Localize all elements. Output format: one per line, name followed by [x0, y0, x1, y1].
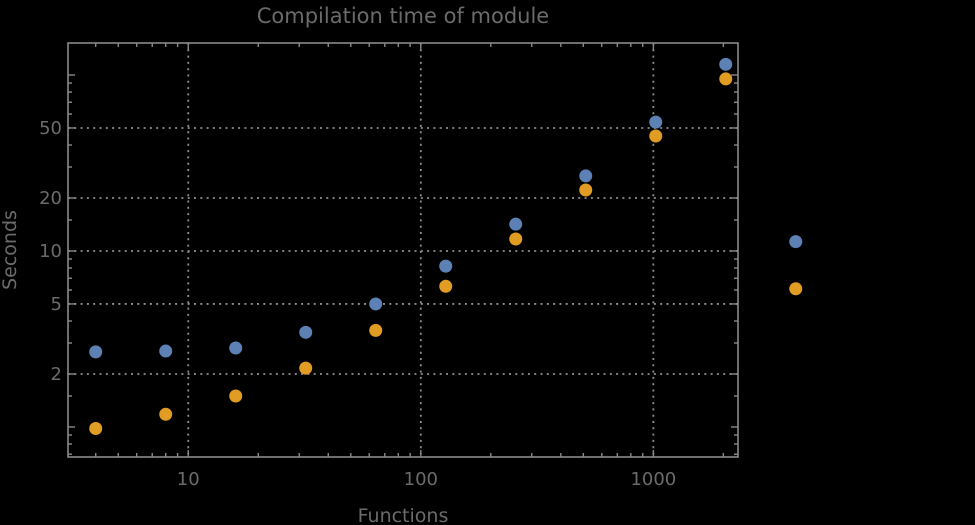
- data-point-series-blue: [89, 345, 103, 359]
- data-point-series-blue: [579, 169, 593, 183]
- data-point-series-orange: [159, 407, 173, 421]
- plot-frame: [67, 42, 739, 458]
- data-point-series-orange: [789, 282, 803, 296]
- axis-ticks: [68, 43, 738, 457]
- x-tick-label: 100: [404, 469, 438, 490]
- data-point-series-orange: [509, 232, 523, 246]
- y-tick-label: 50: [39, 118, 62, 139]
- y-axis-label: Seconds: [0, 210, 21, 290]
- x-tick-label: 10: [177, 469, 200, 490]
- x-axis-label: Functions: [358, 505, 449, 525]
- gridlines: [68, 43, 738, 457]
- tick-labels: 10 100 1000 2 5 10 20 50: [39, 118, 676, 490]
- frame-rect: [67, 42, 739, 458]
- data-point-series-blue: [159, 344, 173, 358]
- data-point-series-blue: [299, 325, 313, 339]
- data-point-series-orange: [229, 389, 243, 403]
- data-point-series-blue: [649, 115, 663, 129]
- y-tick-label: 20: [39, 188, 62, 209]
- data-point-series-blue: [719, 57, 733, 71]
- y-tick-label: 5: [51, 294, 62, 315]
- data-point-series-orange: [89, 422, 103, 436]
- data-point-series-orange: [719, 72, 733, 86]
- y-tick-label: 2: [51, 364, 62, 385]
- data-point-series-orange: [579, 183, 593, 197]
- x-tick-label: 1000: [630, 469, 676, 490]
- data-point-series-orange: [649, 129, 663, 143]
- data-point-series-blue: [369, 297, 383, 311]
- y-tick-label: 10: [39, 241, 62, 262]
- data-point-series-blue: [509, 217, 523, 231]
- data-points: [89, 57, 803, 436]
- data-point-series-blue: [789, 235, 803, 249]
- data-point-series-orange: [369, 323, 383, 337]
- data-point-series-blue: [439, 259, 453, 273]
- data-point-series-blue: [229, 341, 243, 355]
- chart-title: Compilation time of module: [257, 4, 549, 28]
- data-point-series-orange: [439, 279, 453, 293]
- data-point-series-orange: [299, 361, 313, 375]
